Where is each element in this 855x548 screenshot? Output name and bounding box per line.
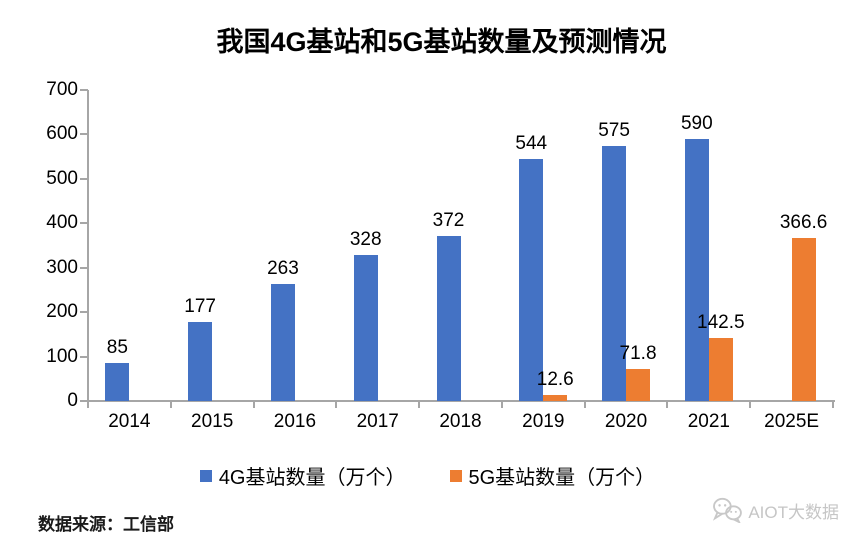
bar-value-label: 328 — [349, 229, 382, 251]
legend-swatch-4g-icon — [199, 469, 212, 482]
y-axis-tick — [80, 266, 88, 269]
bar-value-label: 590 — [680, 112, 713, 134]
y-axis-tick — [80, 89, 88, 91]
x-axis-tick — [749, 402, 752, 408]
x-axis-label: 2016 — [273, 411, 317, 432]
bar-4g — [353, 255, 378, 401]
y-axis-tick — [80, 311, 88, 314]
bar-value-label: 575 — [598, 119, 630, 141]
y-axis-tick — [80, 133, 88, 136]
bar-value-label: 12.6 — [536, 369, 574, 391]
bar-4g — [105, 363, 130, 401]
bar-value-label: 85 — [106, 337, 128, 359]
bar-value-label: 372 — [432, 209, 465, 231]
legend: 4G基站数量（万个） 5G基站数量（万个） — [0, 461, 855, 490]
x-axis-tick — [252, 402, 255, 408]
y-axis-label: 0 — [67, 390, 78, 411]
x-axis-tick — [169, 402, 172, 408]
x-axis-label: 2020 — [604, 411, 648, 432]
data-source-text: 数据来源：工信部 — [38, 515, 174, 534]
bar-value-label: 263 — [267, 258, 299, 280]
watermark: AIOT大数据 — [711, 497, 839, 523]
bar-4g — [270, 284, 295, 401]
x-axis-label: 2017 — [356, 411, 399, 432]
x-axis-tick — [418, 402, 421, 408]
y-axis-label: 200 — [46, 301, 78, 323]
y-axis-line — [87, 90, 89, 402]
bar-4g — [684, 138, 709, 401]
x-axis-label: 2019 — [522, 411, 565, 432]
bar-value-label: 544 — [515, 133, 548, 155]
y-axis-label: 600 — [46, 123, 78, 145]
bar-value-label: 366.6 — [779, 212, 828, 234]
x-axis-tick — [832, 402, 834, 408]
bar-4g — [519, 159, 544, 401]
legend-label-5g: 5G基站数量（万个） — [468, 467, 656, 489]
x-axis-label: 2018 — [439, 411, 482, 432]
x-axis-label: 2014 — [108, 411, 151, 432]
legend-item-4g: 4G基站数量（万个） — [199, 461, 406, 490]
y-axis-label: 500 — [46, 167, 78, 189]
x-axis-line — [87, 400, 835, 402]
legend-item-5g: 5G基站数量（万个） — [449, 461, 656, 490]
bar-value-label: 177 — [184, 296, 216, 318]
y-axis-label: 400 — [46, 212, 78, 234]
y-axis-label: 700 — [46, 79, 78, 100]
x-axis-tick — [335, 402, 338, 408]
y-axis-tick — [80, 177, 88, 180]
x-axis-label: 2015 — [191, 411, 234, 432]
watermark-text: AIOT大数据 — [748, 502, 839, 522]
x-axis-label: 2025E — [764, 411, 820, 432]
y-axis-label: 100 — [46, 345, 78, 367]
x-axis-tick — [583, 402, 586, 408]
bar-5g — [708, 337, 733, 401]
bar-5g — [543, 395, 568, 401]
x-axis-label: 2021 — [687, 411, 730, 432]
chat-bubbles-icon — [711, 497, 743, 523]
y-axis-tick — [80, 222, 88, 225]
chart-title: 我国4G基站和5G基站数量及预测情况 — [216, 27, 667, 57]
bar-5g — [791, 238, 816, 401]
bar-4g — [188, 322, 213, 401]
legend-swatch-5g-icon — [449, 469, 462, 482]
x-axis-tick — [87, 402, 89, 408]
y-axis-label: 300 — [46, 256, 78, 278]
bar-4g — [436, 235, 461, 401]
legend-label-4g: 4G基站数量（万个） — [218, 467, 406, 489]
y-axis-tick — [80, 400, 88, 402]
x-axis-tick — [666, 402, 669, 408]
bar-5g — [626, 369, 651, 401]
bar-value-label: 71.8 — [619, 343, 657, 365]
x-axis-tick — [500, 402, 503, 408]
bar-value-label: 142.5 — [697, 311, 745, 333]
y-axis-tick — [80, 355, 88, 358]
bar-4g — [602, 145, 627, 401]
